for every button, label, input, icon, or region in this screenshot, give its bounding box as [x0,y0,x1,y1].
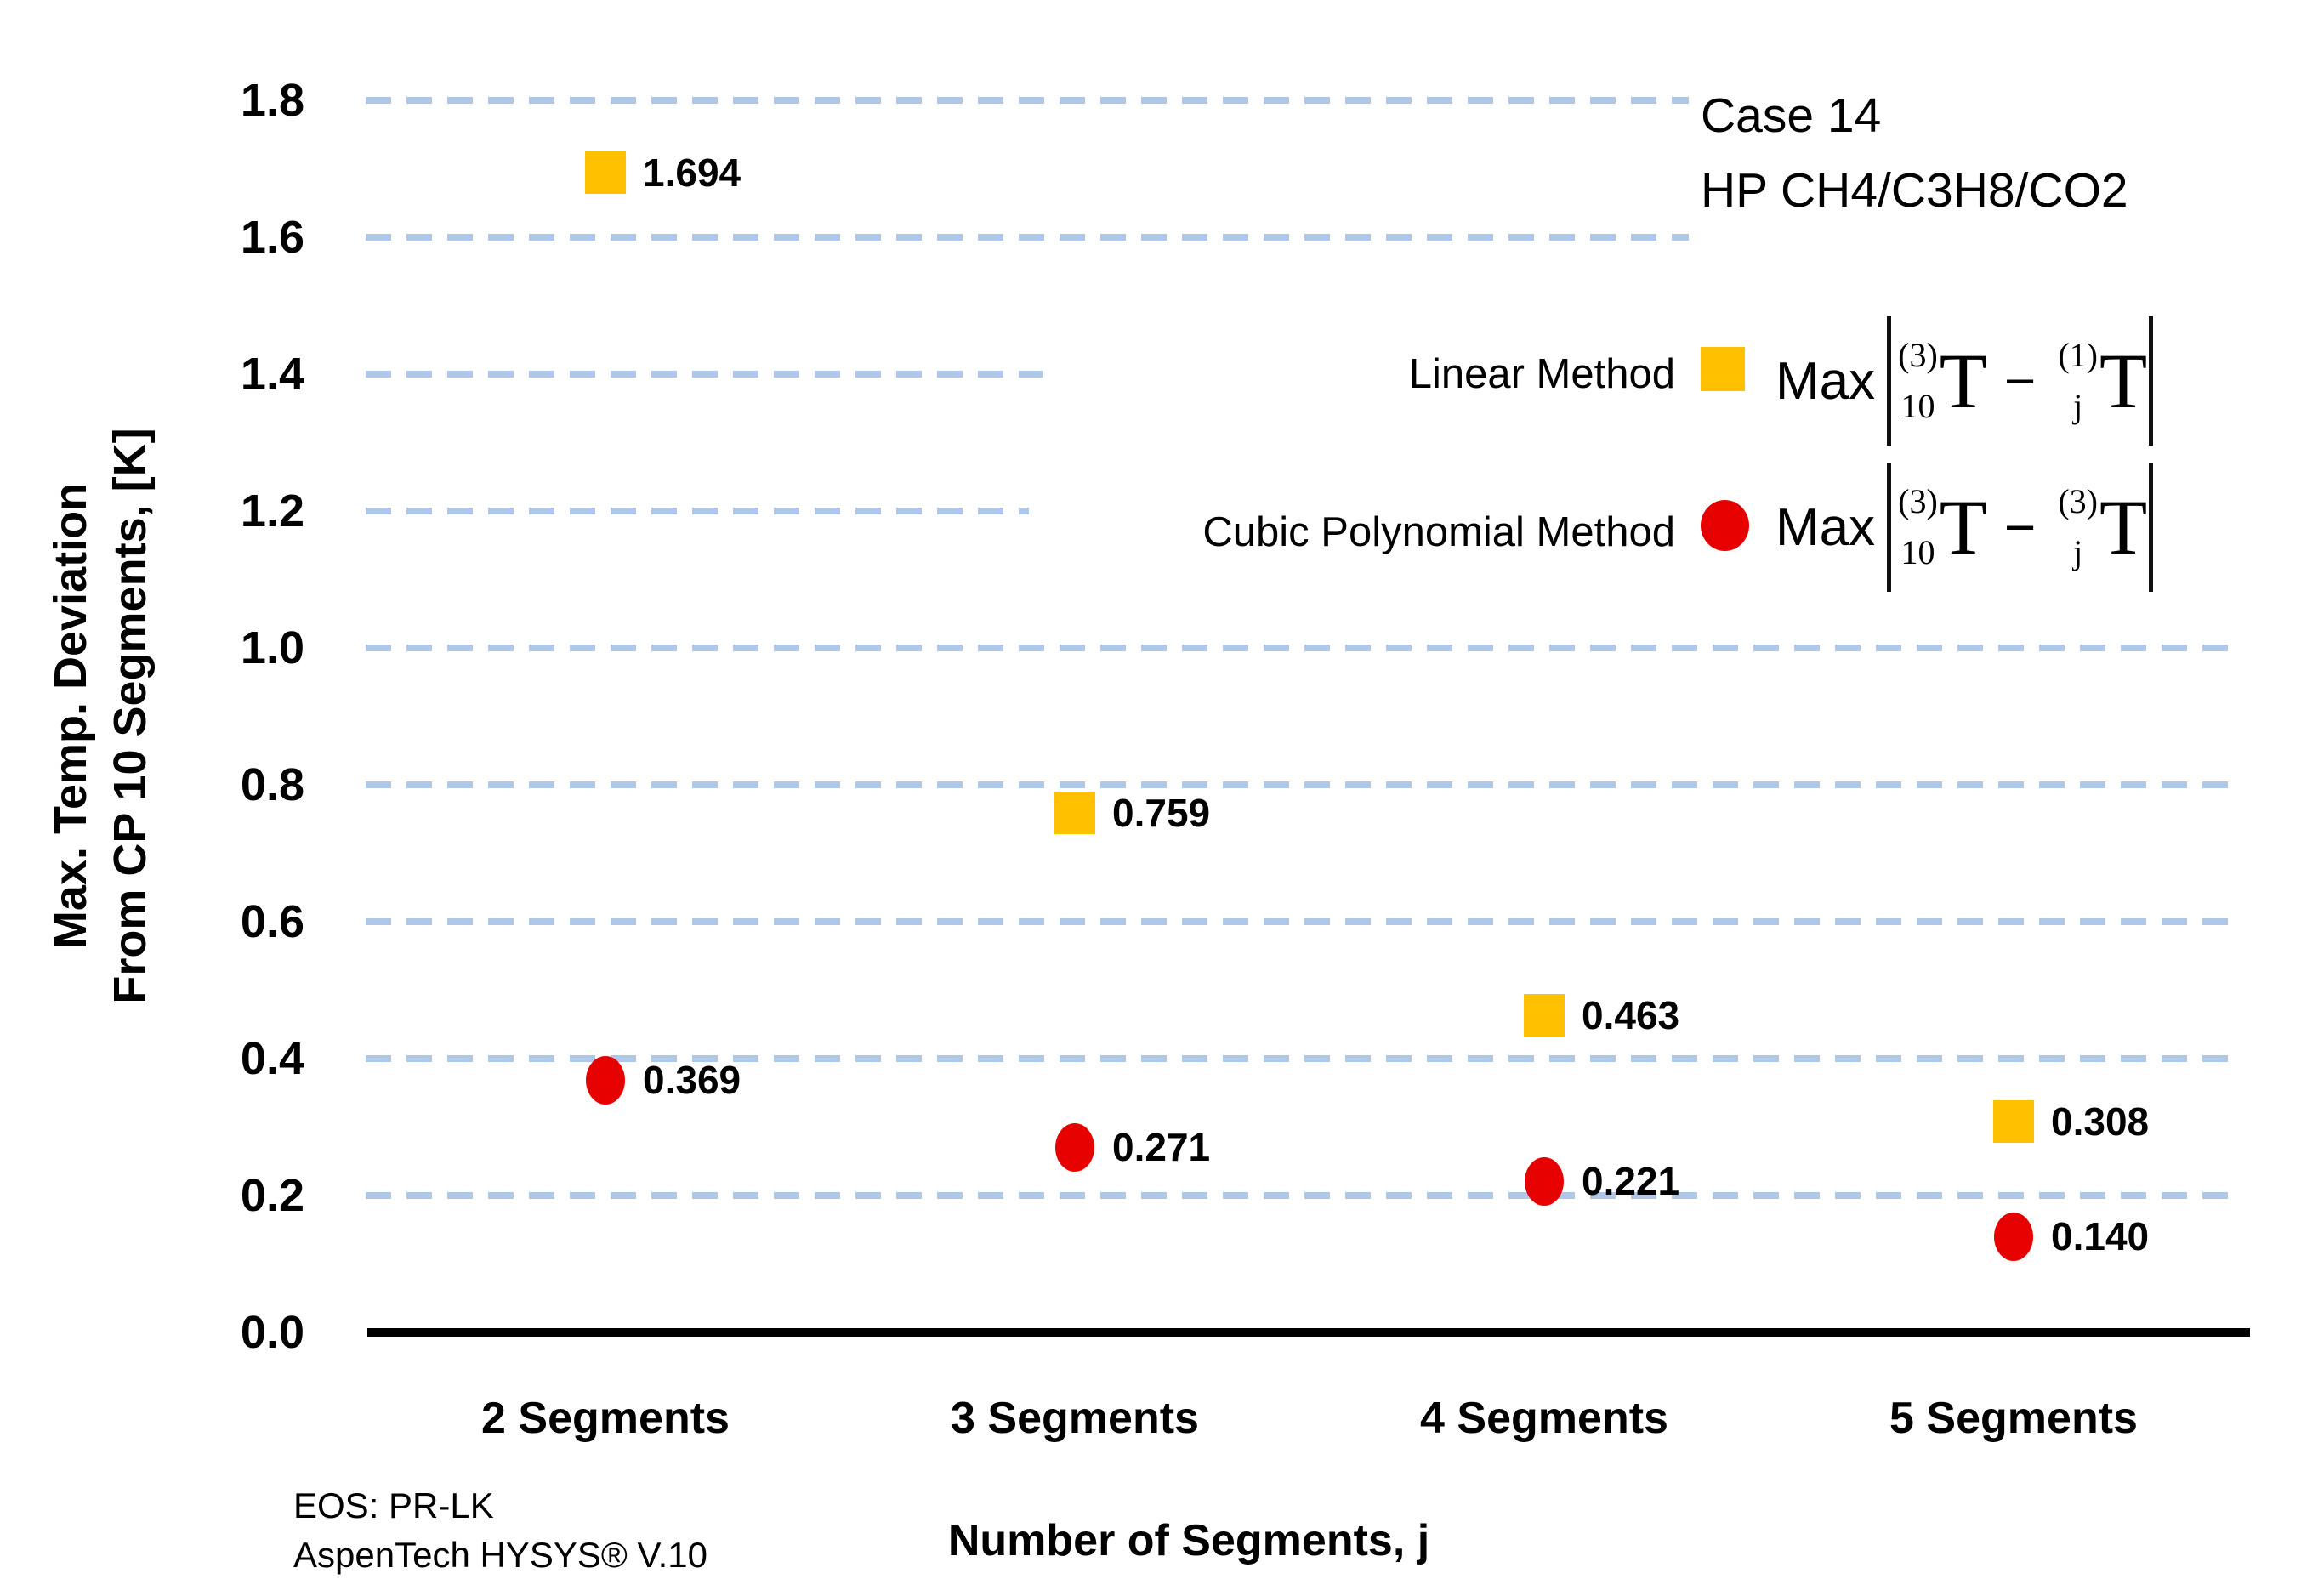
formula-T: T [1939,338,1987,424]
footnote-eos: EOS: PR-LK [293,1485,494,1525]
y-tick-label-1.0: 1.0 [240,622,304,673]
data-point-marker-square [1054,792,1095,834]
formula-max-label: Max [1775,497,1876,557]
gridline-1.4 [366,371,1043,378]
gridline-1.8 [366,97,1689,104]
formula-prescript: (3) j [2058,485,2098,570]
y-tick-label-0.0: 0.0 [240,1307,304,1358]
data-point-marker-circle [1994,1213,2033,1262]
data-point-label: 0.308 [2051,1099,2150,1144]
x-axis-title: Number of Segments, j [947,1516,1430,1565]
data-point-marker-square [585,151,626,195]
data-point-label: 0.140 [2051,1214,2150,1259]
legend-formula-linear: Max (3) 10 T − (1) j T [1775,313,2154,449]
minus-operator: − [2003,497,2037,558]
gridline-1.6 [366,234,1689,241]
data-point-label: 0.369 [643,1057,741,1102]
case-annotation-line1: Case 14 [1701,88,1882,143]
prescript-sub: j [2073,387,2083,425]
prescript-sup: (3) [1898,336,1938,374]
legend-marker-cubic-circle [1701,500,1749,551]
formula-prescript: (3) 10 [1898,485,1938,570]
case-annotation-line2: HP CH4/C3H8/CO2 [1701,163,2128,219]
data-point-label: 0.463 [1582,993,1680,1038]
gridline-1.0 [366,645,2241,651]
legend-marker-linear-square [1701,347,1745,391]
gridline-0.2 [366,1192,2241,1199]
prescript-sub: 10 [1900,387,1935,425]
x-category-label: 3 Segments [951,1394,1199,1443]
y-tick-label-1.4: 1.4 [240,349,304,400]
legend-formula-cubic: Max (3) 10 T − (3) j T [1775,459,2154,595]
y-axis-title-line2: From CP 10 Segments, [K] [105,428,156,1004]
prescript-sup: (3) [2058,482,2098,520]
x-category-label: 2 Segments [481,1394,730,1443]
x-category-label: 5 Segments [1889,1394,2138,1443]
y-axis-title: Max. Temp. Deviation From CP 10 Segments… [41,206,177,1226]
y-tick-label-0.8: 0.8 [240,759,304,810]
legend-label-linear: Linear Method [1408,351,1675,397]
footnote-software: AspenTech HYSYS® V.10 [293,1534,708,1575]
y-tick-label-1.8: 1.8 [240,75,304,126]
abs-bar-icon [1887,463,1892,592]
case-annotation: Case 14 HP CH4/C3H8/CO2 [1701,78,2128,229]
formula-prescript: (3) 10 [1898,338,1938,423]
data-point-label: 0.271 [1112,1124,1211,1169]
x-axis-line [367,1328,2250,1337]
y-tick-label-0.2: 0.2 [240,1170,304,1221]
data-point-marker-circle [1525,1157,1564,1207]
formula-max-label: Max [1775,351,1876,411]
gridline-0.4 [366,1055,2241,1062]
abs-bar-icon [2149,316,2154,446]
data-point-marker-circle [1055,1122,1094,1172]
data-point-marker-square [1993,1100,2034,1144]
data-point-label: 0.221 [1582,1159,1680,1204]
prescript-sup: (3) [1898,482,1938,520]
minus-operator: − [2003,350,2037,412]
gridline-1.2 [366,508,1029,514]
prescript-sub: 10 [1900,533,1935,571]
data-point-marker-square [1524,994,1565,1037]
formula-T: T [2099,338,2148,424]
x-category-label: 4 Segments [1420,1394,1668,1443]
footnote: EOS: PR-LK AspenTech HYSYS® V.10 [293,1481,707,1580]
data-point-label: 0.759 [1112,791,1211,835]
abs-bar-icon [2149,463,2154,592]
abs-bar-icon [1887,316,1892,446]
formula-prescript: (1) j [2058,338,2098,423]
y-tick-label-0.4: 0.4 [240,1033,304,1084]
gridline-0.8 [366,781,2241,788]
gridline-0.6 [366,918,2241,925]
y-tick-label-0.6: 0.6 [240,896,304,947]
prescript-sub: j [2073,533,2083,571]
y-axis-title-line1: Max. Temp. Deviation [45,482,96,950]
legend-label-cubic: Cubic Polynomial Method [1202,509,1675,555]
formula-T: T [2099,484,2148,571]
formula-T: T [1939,484,1987,571]
y-tick-label-1.6: 1.6 [240,212,304,263]
data-point-label: 1.694 [643,151,741,196]
prescript-sup: (1) [2058,336,2098,374]
data-point-marker-circle [586,1055,625,1105]
y-tick-label-1.2: 1.2 [240,486,304,537]
